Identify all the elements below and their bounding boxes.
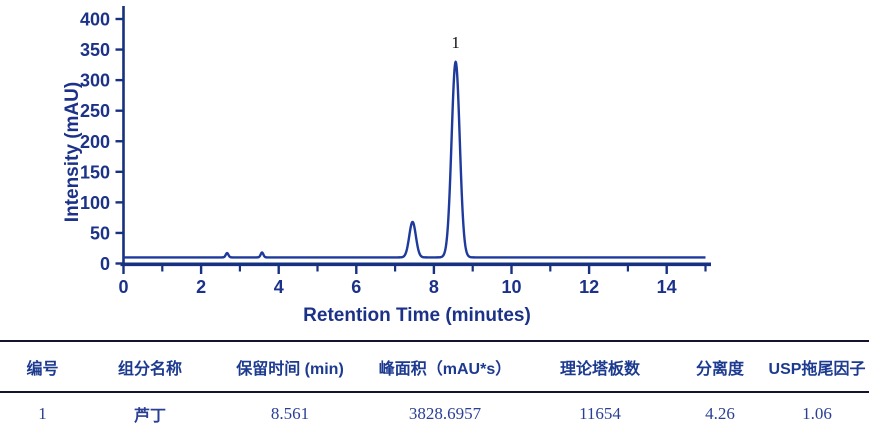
y-tick-label: 200 — [80, 132, 110, 152]
col-header-peak-area: 峰面积（mAU*s） — [365, 341, 525, 393]
cell-component-name: 芦丁 — [133, 408, 166, 425]
cell-theoretical-plates: 11654 — [579, 404, 621, 423]
col-header-index: 编号 — [0, 341, 85, 393]
results-table: 编号 组分名称 保留时间 (min) 峰面积（mAU*s） 理论塔板数 分离度 … — [0, 340, 869, 431]
peak-labels: 1 — [451, 33, 460, 52]
chromatogram-trace — [122, 60, 707, 259]
x-tick-label: 12 — [579, 277, 599, 297]
x-tick-label: 2 — [196, 277, 206, 297]
results-table-header: 编号 组分名称 保留时间 (min) 峰面积（mAU*s） 理论塔板数 分离度 … — [0, 341, 869, 393]
cell-retention-time: 8.561 — [270, 404, 310, 423]
cell-peak-area: 3828.6957 — [408, 404, 482, 423]
col-header-component-name: 组分名称 — [85, 341, 215, 393]
x-tick-label: 8 — [429, 277, 439, 297]
y-tick-label: 0 — [100, 254, 110, 274]
y-tick-label: 50 — [90, 223, 110, 243]
header-row: 编号 组分名称 保留时间 (min) 峰面积（mAU*s） 理论塔板数 分离度 … — [0, 341, 869, 393]
x-tick-label: 10 — [501, 277, 521, 297]
table-row: 1 芦丁 8.561 3828.6957 11654 4.26 1.06 — [0, 392, 869, 431]
y-tick-label: 350 — [80, 40, 110, 60]
results-table-area: 编号 组分名称 保留时间 (min) 峰面积（mAU*s） 理论塔板数 分离度 … — [0, 340, 869, 431]
col-header-theoretical-plates: 理论塔板数 — [525, 341, 675, 393]
cell-resolution: 4.26 — [705, 404, 735, 423]
x-axis: 0 2 4 6 8 10 12 14 — [118, 262, 711, 297]
x-tick-label: 6 — [351, 277, 361, 297]
y-tick-label: 400 — [80, 10, 110, 30]
y-tick-label: 300 — [80, 71, 110, 91]
y-tick-label: 100 — [80, 193, 110, 213]
cell-usp-tailing: 1.06 — [802, 404, 832, 423]
col-header-resolution: 分离度 — [675, 341, 765, 393]
x-tick-label: 4 — [274, 277, 284, 297]
cell-index: 1 — [38, 404, 47, 423]
col-header-usp-tailing: USP拖尾因子 — [765, 341, 869, 393]
y-axis: 0 50 100 150 200 250 300 350 400 — [80, 6, 125, 274]
col-header-retention-time: 保留时间 (min) — [215, 341, 365, 393]
results-table-body: 1 芦丁 8.561 3828.6957 11654 4.26 1.06 — [0, 392, 869, 431]
y-axis-title: Intensity (mAU) — [62, 82, 83, 222]
chromatogram-chart-area: 0 50 100 150 200 250 300 350 400 0 2 4 6 8 10 12 14 1 I… — [62, 6, 711, 326]
x-tick-label: 0 — [118, 277, 128, 297]
chromatogram-svg: 0 50 100 150 200 250 300 350 400 0 2 4 6 8 10 12 14 1 I… — [62, 6, 711, 326]
y-tick-label: 250 — [80, 101, 110, 121]
x-axis-title: Retention Time (minutes) — [303, 305, 531, 326]
y-tick-label: 150 — [80, 162, 110, 182]
x-tick-label: 14 — [657, 277, 677, 297]
peak-label: 1 — [451, 33, 460, 52]
